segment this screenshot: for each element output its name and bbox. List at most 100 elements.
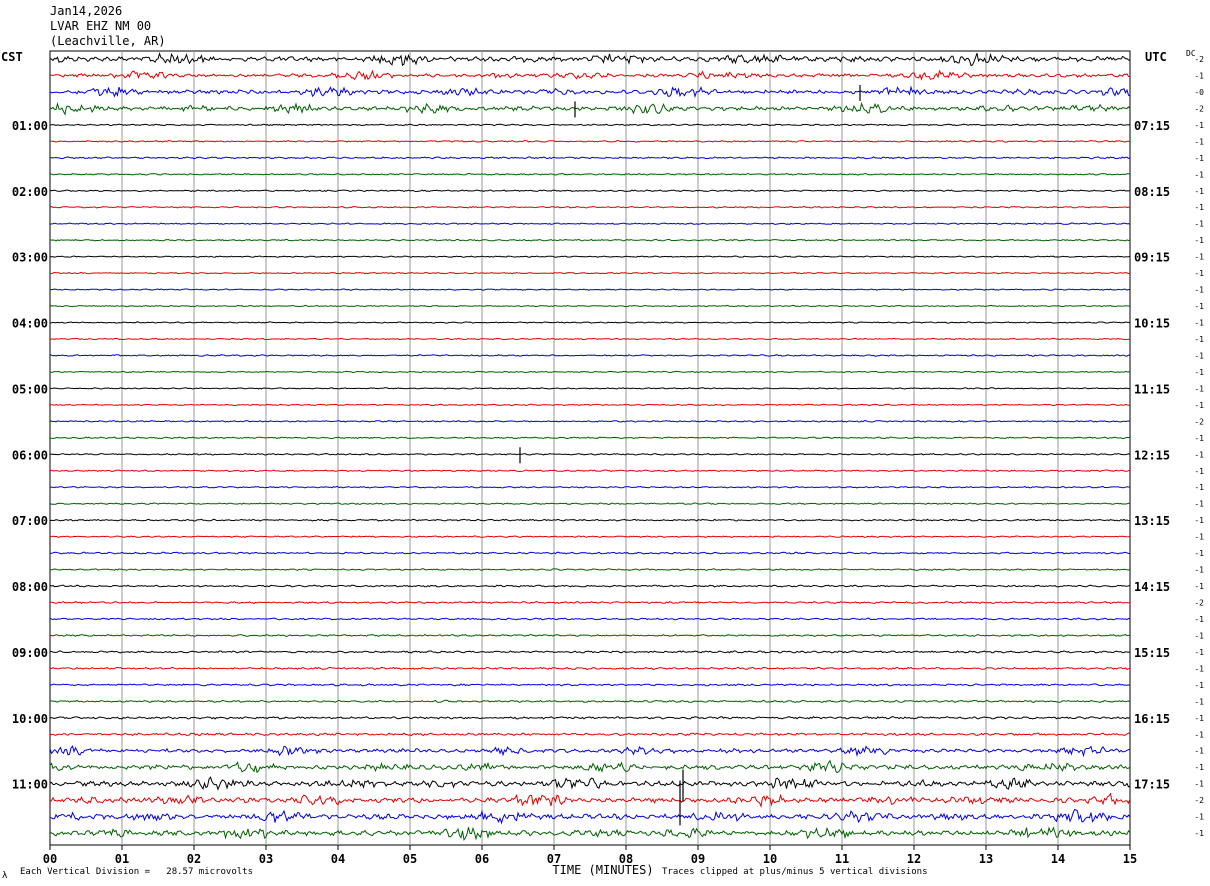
right-hour-label-4: 11:15 xyxy=(1134,382,1170,396)
x-tick-label-04: 04 xyxy=(331,852,345,866)
dc-offset-30: -1 xyxy=(1194,549,1204,558)
dc-label: DC xyxy=(1186,49,1196,58)
right-timezone-label: UTC xyxy=(1145,50,1167,64)
x-tick-label-07: 07 xyxy=(547,852,561,866)
x-tick-label-14: 14 xyxy=(1051,852,1065,866)
trace-row-13 xyxy=(49,271,1131,275)
right-hour-label-6: 13:15 xyxy=(1134,514,1170,528)
dc-offset-8: -1 xyxy=(1194,187,1204,196)
dc-offset-0: -2 xyxy=(1194,55,1204,64)
left-hour-label-4: 05:00 xyxy=(12,382,48,396)
right-hour-label-9: 16:15 xyxy=(1134,712,1170,726)
x-tick-label-06: 06 xyxy=(475,852,489,866)
trace-row-12 xyxy=(49,255,1131,258)
x-tick-label-09: 09 xyxy=(691,852,705,866)
station-location: (Leachville, AR) xyxy=(50,34,166,48)
trace-row-3 xyxy=(49,101,1131,116)
x-tick-label-05: 05 xyxy=(403,852,417,866)
x-axis-label: TIME (MINUTES) xyxy=(552,863,653,877)
dc-offset-5: -1 xyxy=(1194,137,1204,146)
x-tick-label-03: 03 xyxy=(259,852,273,866)
dc-offset-42: -1 xyxy=(1194,747,1204,756)
dc-offset-32: -1 xyxy=(1194,582,1204,591)
trace-row-7 xyxy=(49,172,1131,176)
trace-row-33 xyxy=(50,600,1130,605)
dc-offset-27: -1 xyxy=(1194,500,1204,509)
corner-mark: λ xyxy=(2,871,8,881)
dc-offset-28: -1 xyxy=(1194,516,1204,525)
trace-row-34 xyxy=(49,617,1131,621)
trace-row-40 xyxy=(49,716,1131,720)
dc-offset-46: -1 xyxy=(1194,813,1204,822)
trace-row-38 xyxy=(49,683,1131,687)
clip-note: Traces clipped at plus/minus 5 vertical … xyxy=(662,867,928,877)
trace-row-21 xyxy=(49,403,1131,407)
trace-row-5 xyxy=(49,140,1131,143)
dc-offset-24: -1 xyxy=(1194,450,1204,459)
dc-offset-41: -1 xyxy=(1194,730,1204,739)
trace-row-10 xyxy=(49,222,1131,226)
dc-offset-20: -1 xyxy=(1194,384,1204,393)
right-hour-label-0: 07:15 xyxy=(1134,119,1170,133)
trace-row-39 xyxy=(49,699,1131,703)
dc-offset-40: -1 xyxy=(1194,714,1204,723)
trace-row-43 xyxy=(49,759,1131,774)
trace-row-6 xyxy=(49,156,1131,160)
right-hour-label-2: 09:15 xyxy=(1134,251,1170,265)
trace-row-37 xyxy=(49,666,1131,671)
left-timezone-label: CST xyxy=(1,50,23,64)
dc-offset-23: -1 xyxy=(1194,434,1204,443)
trace-row-46 xyxy=(49,809,1131,825)
right-hour-label-1: 08:15 xyxy=(1134,185,1170,199)
dc-offset-22: -2 xyxy=(1194,417,1204,426)
dc-offset-35: -1 xyxy=(1194,631,1204,640)
trace-row-8 xyxy=(49,189,1131,193)
left-hour-label-0: 01:00 xyxy=(12,119,48,133)
dc-offset-39: -1 xyxy=(1194,697,1204,706)
dc-offset-18: -1 xyxy=(1194,351,1204,360)
dc-offset-44: -1 xyxy=(1194,780,1204,789)
trace-row-42 xyxy=(49,745,1131,758)
trace-row-0 xyxy=(49,51,1131,67)
x-tick-label-10: 10 xyxy=(763,852,777,866)
trace-row-26 xyxy=(49,485,1131,489)
x-tick-label-12: 12 xyxy=(907,852,921,866)
dc-offset-4: -1 xyxy=(1194,121,1204,130)
dc-offset-47: -1 xyxy=(1194,829,1204,838)
dc-offset-29: -1 xyxy=(1194,533,1204,542)
dc-offset-12: -1 xyxy=(1194,253,1204,262)
x-tick-label-15: 15 xyxy=(1123,852,1137,866)
x-tick-label-08: 08 xyxy=(619,852,633,866)
trace-row-24 xyxy=(49,452,1131,456)
dc-offset-26: -1 xyxy=(1194,483,1204,492)
right-hour-label-3: 10:15 xyxy=(1134,317,1170,331)
trace-row-25 xyxy=(49,469,1131,473)
trace-row-30 xyxy=(50,551,1131,555)
dc-offset-6: -1 xyxy=(1194,154,1204,163)
station-code: LVAR EHZ NM 00 xyxy=(50,19,152,33)
left-hour-label-7: 08:00 xyxy=(12,580,48,594)
right-hour-label-7: 14:15 xyxy=(1134,580,1170,594)
scale-note: Each Vertical Division = 28.57 microvolt… xyxy=(20,867,253,877)
right-hour-label-5: 12:15 xyxy=(1134,448,1170,462)
trace-row-36 xyxy=(49,650,1131,654)
dc-offset-21: -1 xyxy=(1194,401,1204,410)
dc-offset-45: -2 xyxy=(1194,796,1204,805)
left-hour-label-5: 06:00 xyxy=(12,448,48,462)
dc-offset-37: -1 xyxy=(1194,664,1204,673)
trace-row-11 xyxy=(49,238,1131,242)
trace-row-41 xyxy=(49,732,1131,737)
trace-row-32 xyxy=(49,584,1130,588)
right-hour-label-8: 15:15 xyxy=(1134,646,1170,660)
dc-offset-34: -1 xyxy=(1194,615,1204,624)
chart-date: Jan14,2026 xyxy=(50,4,123,18)
x-tick-label-02: 02 xyxy=(187,852,201,866)
left-hour-label-3: 04:00 xyxy=(12,317,48,331)
trace-row-35 xyxy=(49,634,1131,637)
dc-offset-38: -1 xyxy=(1194,681,1204,690)
dc-offset-2: -0 xyxy=(1194,88,1204,97)
dc-offset-17: -1 xyxy=(1194,335,1204,344)
trace-row-23 xyxy=(50,436,1131,440)
trace-row-9 xyxy=(49,205,1131,209)
plot-frame xyxy=(49,50,1131,846)
